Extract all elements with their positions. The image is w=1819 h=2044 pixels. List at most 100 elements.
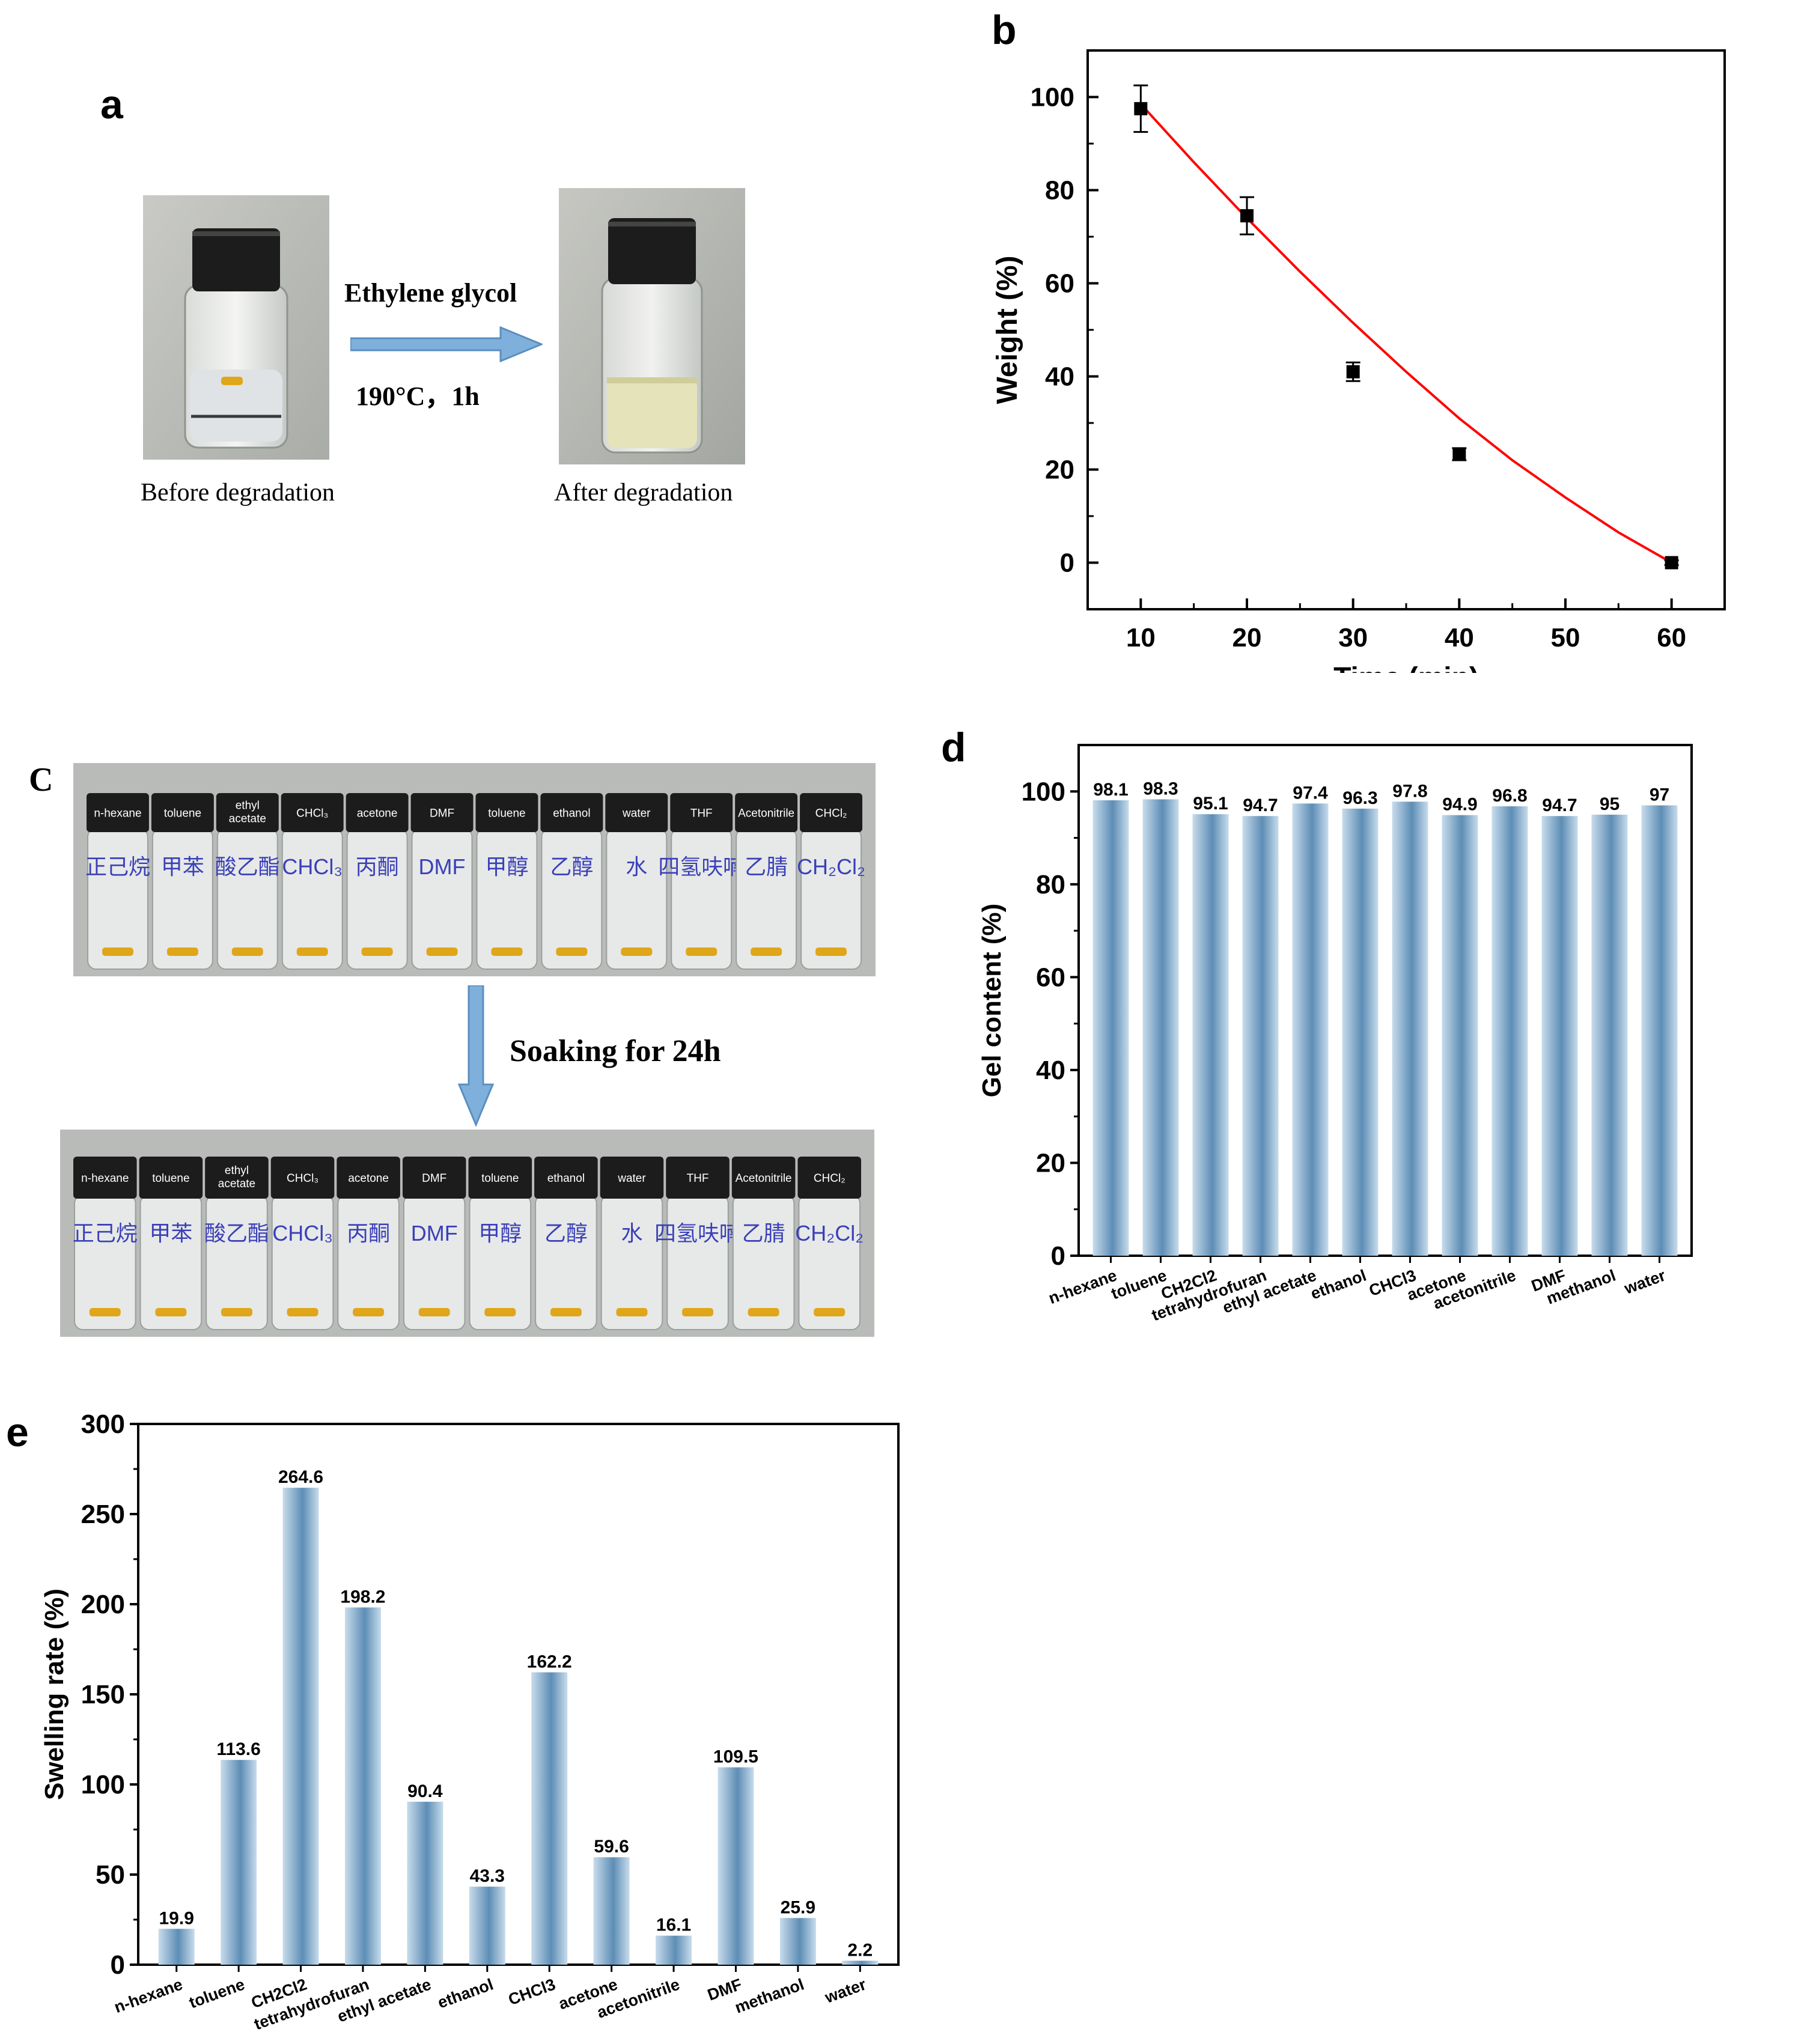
y-tick-label: 250	[81, 1500, 125, 1529]
bar	[282, 1488, 319, 1965]
bar-value-label: 198.2	[340, 1587, 385, 1607]
handwritten-label: 甲苯	[149, 1221, 192, 1246]
vial-label: water	[622, 808, 651, 820]
vial-cap	[534, 1157, 598, 1199]
bar	[158, 1929, 195, 1965]
handwritten-label: 酸乙酯	[204, 1221, 269, 1246]
vial-label: n-hexane	[81, 1172, 129, 1185]
y-axis-label: Swelling rate (%)	[40, 1589, 69, 1800]
bar	[593, 1857, 630, 1965]
handwritten-label: 乙腈	[745, 854, 788, 879]
handwritten-label: CH₂Cl₂	[795, 1221, 864, 1246]
polymer-sample	[287, 1308, 318, 1316]
soaking-caption: Soaking for 24h	[510, 1034, 721, 1068]
handwritten-label: CH₂Cl₂	[797, 854, 865, 879]
handwritten-label: 甲醇	[485, 854, 528, 879]
y-tick-label: 100	[1022, 777, 1065, 806]
vial-cap	[139, 1157, 203, 1199]
bar-value-label: 25.9	[781, 1897, 815, 1917]
vial-label: acetone	[357, 808, 398, 820]
vial-cap	[73, 1157, 137, 1199]
vial-label: toluene	[164, 808, 201, 820]
bar-value-label: 162.2	[527, 1652, 572, 1671]
data-point	[1240, 209, 1254, 223]
bar-value-label: 94.9	[1442, 795, 1477, 815]
bar-value-label: 95	[1600, 794, 1619, 814]
vial-cap	[600, 1157, 664, 1199]
y-tick-label: 20	[1036, 1148, 1065, 1178]
handwritten-label: CHCl₃	[272, 1221, 333, 1246]
bar	[779, 1918, 816, 1965]
x-tick-label: n-hexane	[112, 1975, 185, 2016]
bar-value-label: 2.2	[847, 1940, 873, 1960]
y-axis-label: Weight (%)	[992, 255, 1023, 404]
vial-label: toluene	[152, 1172, 189, 1185]
bar	[344, 1607, 381, 1965]
vial-label: toluene	[488, 808, 525, 820]
polymer-sample	[418, 1308, 450, 1316]
vial-label: DMF	[422, 1172, 446, 1185]
vial-label: CHCl₃	[296, 808, 328, 820]
handwritten-label: 四氢呋喃	[658, 854, 745, 879]
x-tick-label: 50	[1551, 623, 1580, 652]
bar	[531, 1672, 568, 1965]
vial-cap	[475, 793, 538, 832]
condition-label: 190°C，1h	[356, 382, 480, 411]
vial-cap	[270, 1157, 335, 1199]
bar	[469, 1887, 505, 1965]
handwritten-label: 丙酮	[356, 854, 399, 879]
bar	[1541, 816, 1578, 1256]
x-tick-label: 40	[1445, 623, 1474, 652]
polymer-sample	[353, 1308, 385, 1316]
vial-cap	[87, 793, 149, 832]
vial-label: CHCl₂	[814, 1172, 846, 1185]
bar	[407, 1801, 443, 1965]
bar	[656, 1935, 692, 1965]
handwritten-label: 丙酮	[347, 1221, 390, 1246]
fit-curve	[1139, 103, 1672, 564]
vial-cap	[666, 1157, 730, 1199]
vial-cap	[402, 1157, 466, 1199]
polymer-sample	[89, 1308, 121, 1316]
y-tick-label: 80	[1036, 870, 1065, 899]
bar	[1491, 806, 1528, 1256]
vial-cap	[540, 793, 603, 832]
x-tick-label: methanol	[733, 1975, 806, 2016]
vial-cap	[797, 1157, 861, 1199]
handwritten-label: 正己烷	[73, 1221, 138, 1246]
bar-value-label: 264.6	[278, 1467, 323, 1487]
vial-label: Acetonitrile	[736, 1172, 792, 1185]
x-tick-label: toluene	[187, 1975, 247, 2012]
vial-label: acetone	[348, 1172, 389, 1185]
bar-value-label: 59.6	[594, 1837, 629, 1857]
vial-cap	[605, 793, 668, 832]
vial-cap	[346, 793, 409, 832]
y-tick-label: 60	[1036, 963, 1065, 992]
vial-label: THF	[690, 808, 713, 820]
bar-value-label: 19.9	[159, 1908, 194, 1928]
x-tick-label: n-hexane	[1046, 1266, 1120, 1307]
plot-frame	[1077, 744, 1693, 1257]
x-tick-label: ethanol	[435, 1975, 495, 2012]
bar	[1142, 799, 1179, 1256]
bar	[718, 1767, 754, 1965]
x-tick-label: 30	[1338, 623, 1368, 652]
before-degradation-photo	[143, 195, 329, 460]
vial-cap	[205, 1157, 269, 1199]
x-tick-label: ethanol	[1308, 1266, 1368, 1303]
handwritten-label: DMF	[411, 1221, 458, 1246]
vial-cap	[468, 1157, 532, 1199]
polymer-sample	[682, 1308, 714, 1316]
polymer-sample	[814, 1308, 846, 1316]
y-tick-label: 60	[1045, 269, 1074, 299]
panel-b-letter: b	[992, 7, 1017, 53]
handwritten-label: 水	[621, 1221, 642, 1246]
bar	[1442, 815, 1478, 1256]
polymer-sample	[221, 1308, 252, 1316]
x-tick-label: 20	[1232, 623, 1262, 652]
vial-label: acetate	[218, 1178, 255, 1190]
polymer-sample	[484, 1308, 516, 1316]
vial-label: n-hexane	[94, 808, 141, 820]
y-tick-label: 0	[111, 1950, 125, 1980]
panel-c-letter: C	[29, 761, 53, 798]
